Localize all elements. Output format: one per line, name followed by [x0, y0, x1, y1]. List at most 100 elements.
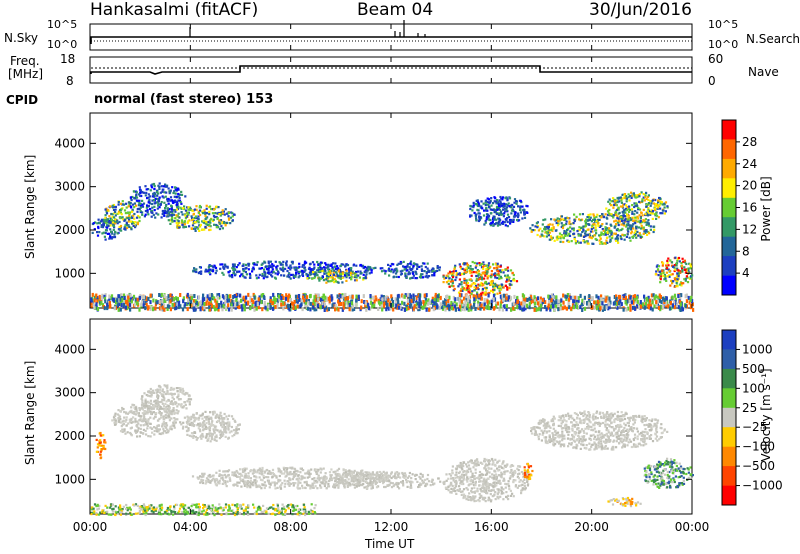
echo-cell	[551, 223, 554, 226]
echo-cell	[328, 270, 332, 273]
echo-cell	[516, 305, 519, 309]
echo-cell	[90, 301, 93, 306]
freq-trace	[90, 65, 692, 75]
echo-cell	[103, 220, 106, 223]
echo-cell	[106, 302, 109, 307]
echo-cell	[636, 211, 639, 214]
echo-cell	[177, 212, 180, 215]
echo-cell	[183, 207, 186, 211]
echo-cell	[263, 268, 266, 271]
echo-cell	[468, 299, 471, 304]
echo-cell	[553, 239, 556, 242]
echo-cell	[498, 208, 502, 211]
echo-cell	[107, 224, 110, 228]
echo-cell	[469, 284, 472, 287]
echo-cell	[465, 283, 468, 286]
echo-cell	[194, 306, 197, 311]
echo-cell	[286, 303, 289, 308]
echo-cell	[637, 206, 640, 210]
echo-cell	[171, 220, 174, 223]
echo-cell	[484, 293, 487, 296]
echo-cell	[223, 221, 226, 224]
echo-cell	[560, 222, 563, 225]
echo-cell	[585, 233, 588, 236]
echo-cell	[313, 275, 317, 278]
echo-cell	[484, 274, 487, 277]
echo-cell	[613, 200, 616, 203]
echo-cell	[483, 209, 486, 212]
echo-cell	[568, 293, 571, 297]
echo-cell	[141, 420, 145, 423]
echo-cell	[407, 295, 410, 300]
echo-cell	[657, 274, 660, 277]
echo-cell	[474, 282, 477, 285]
echo-cell	[384, 296, 387, 301]
echo-cell	[625, 197, 628, 200]
echo-cell	[224, 265, 227, 268]
echo-cell	[579, 241, 582, 244]
echo-cell	[180, 193, 184, 196]
echo-cell	[344, 265, 347, 268]
echo-cell	[229, 294, 232, 299]
echo-cell	[147, 201, 150, 204]
echo-cell	[550, 293, 553, 298]
echo-cell	[530, 230, 533, 233]
echo-cell	[680, 264, 684, 267]
echo-cell	[169, 307, 172, 312]
echo-cell	[380, 301, 383, 306]
echo-cell	[420, 273, 423, 276]
echo-cell	[549, 307, 552, 312]
echo-cell	[287, 298, 290, 303]
echo-cell	[326, 307, 329, 312]
echo-cell	[574, 242, 577, 245]
echo-cell	[629, 307, 632, 312]
echo-cell	[144, 194, 147, 197]
echo-cell	[99, 300, 102, 304]
echo-cell	[573, 299, 576, 304]
echo-cell	[138, 186, 141, 189]
echo-cell	[403, 294, 406, 299]
echo-cell	[520, 201, 523, 204]
echo-cell	[546, 305, 549, 310]
echo-cell	[632, 192, 635, 195]
echo-cell	[294, 275, 297, 278]
echo-cell	[364, 275, 367, 278]
echo-cell	[418, 293, 421, 298]
echo-cell	[170, 218, 173, 221]
echo-cell	[188, 394, 191, 397]
echo-cell	[149, 412, 153, 415]
echo-cell	[616, 235, 619, 238]
echo-cell	[459, 273, 462, 276]
echo-cell	[124, 305, 127, 310]
echo-cell	[537, 229, 540, 232]
echo-cell	[169, 196, 173, 199]
echo-cell	[509, 205, 512, 209]
echo-cell	[467, 290, 470, 293]
echo-cell	[251, 303, 254, 307]
echo-cell	[643, 294, 646, 299]
echo-cell	[375, 297, 378, 302]
echo-cell	[646, 203, 649, 206]
echo-cell	[668, 306, 672, 311]
echo-cell	[227, 211, 230, 214]
echo-cell	[360, 299, 363, 304]
echo-cell	[675, 268, 678, 271]
echo-cell	[136, 221, 140, 224]
echo-cell	[297, 272, 300, 275]
echo-cell	[519, 306, 522, 311]
echo-cell	[491, 218, 495, 221]
echo-cell	[410, 298, 413, 303]
echo-cell	[496, 269, 499, 272]
echo-cell	[560, 225, 563, 229]
echo-cell	[616, 239, 619, 242]
echo-cell	[188, 219, 191, 222]
echo-cell	[141, 406, 144, 409]
echo-cell	[161, 402, 164, 405]
echo-cell	[633, 219, 636, 222]
echo-cell	[91, 292, 94, 297]
echo-cell	[317, 297, 320, 302]
echo-cell	[617, 223, 620, 227]
echo-cell	[574, 240, 577, 243]
echo-cell	[172, 407, 175, 410]
echo-cell	[101, 226, 105, 229]
